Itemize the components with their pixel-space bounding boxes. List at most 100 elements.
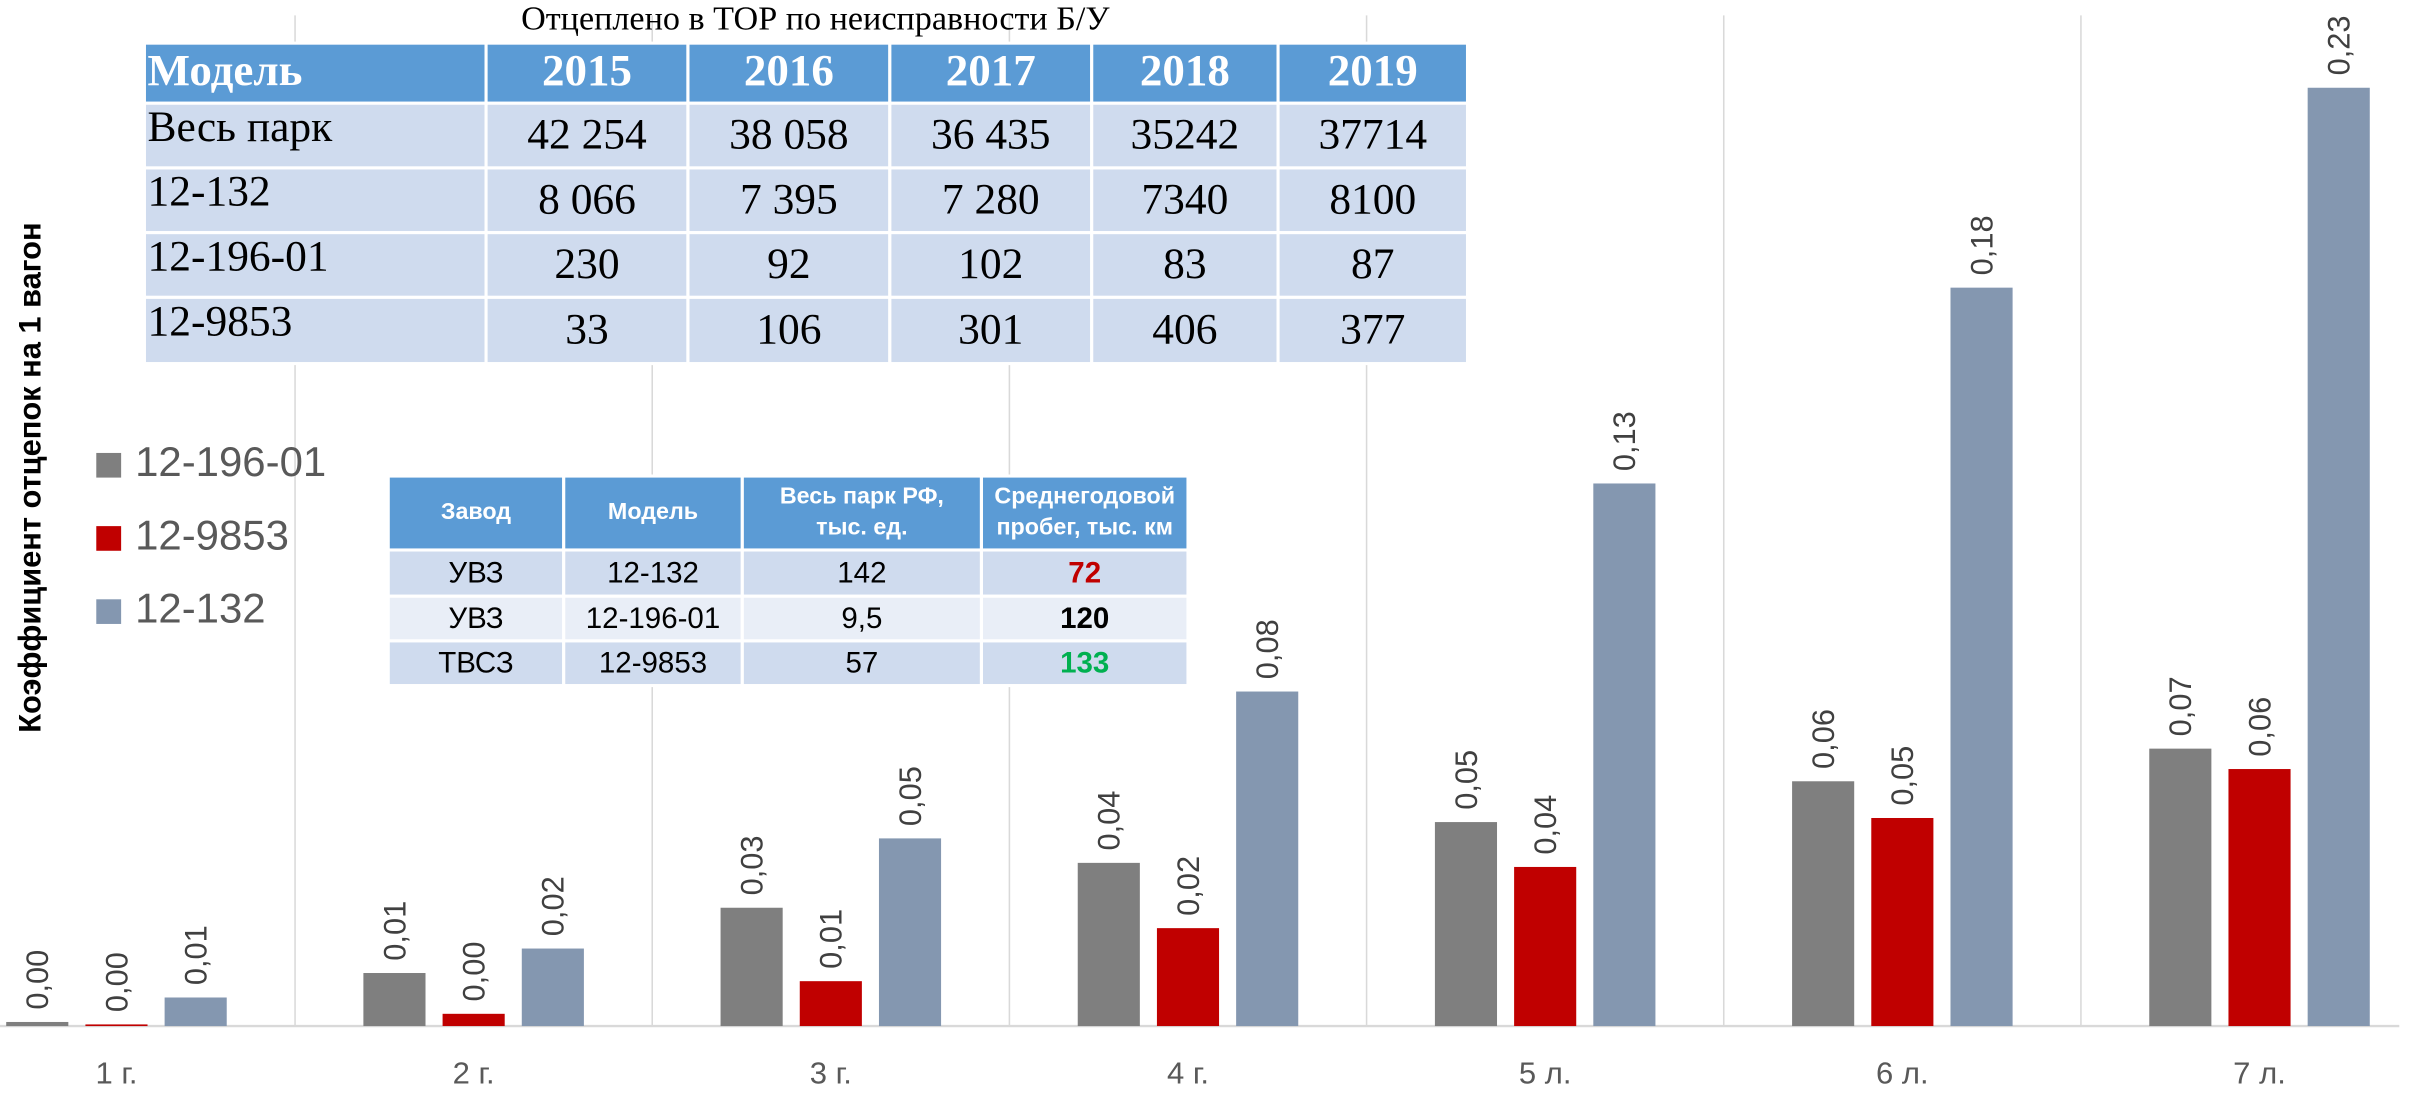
table-cell: [562, 474, 744, 552]
table-text: 120: [1060, 602, 1109, 635]
table-text: 83: [1163, 240, 1206, 288]
value-label: 0,02: [1171, 856, 1206, 916]
table-header: пробег, тыс. км: [996, 514, 1172, 540]
bar: [2149, 748, 2212, 1027]
legend-swatch: [96, 526, 122, 551]
table-text: 301: [958, 306, 1023, 354]
table-text: 87: [1351, 240, 1394, 288]
value-label: 0,18: [1964, 215, 1999, 275]
table-cell: [740, 474, 984, 552]
table-header: 2016: [744, 45, 834, 95]
table-header: Модель: [608, 498, 698, 524]
table-text: 42 254: [527, 111, 647, 159]
table-cell: [142, 231, 488, 299]
table-text: ТВСЗ: [438, 647, 513, 680]
table-cell: [888, 166, 1094, 235]
x-tick-label: 6 л.: [1876, 1056, 1929, 1091]
table-header: 2015: [542, 45, 632, 95]
table-cell: [1276, 41, 1470, 105]
table-text: 12-9853: [599, 647, 707, 680]
x-tick-label: 2 г.: [453, 1056, 495, 1091]
value-label: 0,02: [536, 876, 571, 936]
x-tick-label: 3 г.: [810, 1056, 852, 1091]
bar: [1792, 781, 1855, 1027]
bar: [2307, 87, 2370, 1027]
table-header: Весь парк РФ,: [780, 483, 944, 509]
table-header: тыс. ед.: [816, 514, 907, 540]
table-text: 106: [756, 306, 821, 354]
table-title: Отцеплено в ТОР по неисправности Б/У: [521, 0, 1110, 37]
bar: [2228, 769, 2291, 1027]
table-text: 12-132: [148, 168, 271, 216]
value-label: 0,04: [1528, 795, 1563, 855]
bar: [878, 838, 942, 1027]
table-text: 38 058: [729, 111, 849, 159]
bar: [1077, 862, 1140, 1027]
table-header: 2018: [1140, 45, 1230, 95]
table-text: 9,5: [841, 602, 882, 635]
table-header: 2019: [1328, 45, 1418, 95]
bar: [1593, 483, 1656, 1027]
table-header: Модель: [148, 45, 303, 95]
table-cell: [484, 41, 690, 105]
table-text: 230: [554, 240, 619, 288]
bar: [799, 981, 862, 1027]
value-label: 0,05: [893, 766, 928, 826]
value-label: 0,08: [1250, 619, 1285, 679]
table-text: 7 395: [740, 175, 838, 223]
bar: [1434, 822, 1498, 1027]
table-text: УВЗ: [448, 602, 503, 635]
x-tick-label: 1 г.: [95, 1056, 137, 1091]
bar: [1236, 691, 1299, 1027]
bar: [1950, 287, 2013, 1027]
table-text: 33: [565, 306, 608, 354]
bar: [442, 1013, 505, 1027]
value-label: 0,23: [2321, 15, 2356, 75]
bar: [85, 1024, 148, 1027]
bar: [164, 997, 227, 1027]
bar: [363, 973, 426, 1027]
table-header: Завод: [441, 498, 512, 524]
bar: [521, 948, 584, 1027]
x-tick-label: 4 г.: [1167, 1056, 1209, 1091]
table-cell: [142, 295, 488, 366]
table-text: 37714: [1318, 111, 1427, 159]
table-cell: [740, 639, 984, 688]
table-cell: [979, 639, 1190, 688]
table-cell: [979, 548, 1190, 598]
bar: [6, 1021, 69, 1027]
table-cell: [1090, 295, 1280, 366]
table-text: 12-196-01: [148, 232, 329, 280]
legend-label: 12-196-01: [135, 438, 326, 485]
value-label: 0,01: [814, 909, 849, 969]
x-tick-label: 7 л.: [2233, 1056, 2286, 1091]
table-header: 2017: [946, 45, 1036, 95]
bar: [1156, 928, 1220, 1027]
bar: [1871, 817, 1934, 1027]
table-cell: [1090, 231, 1280, 299]
value-label: 0,01: [377, 901, 412, 961]
bar: [720, 907, 783, 1027]
value-label: 0,05: [1449, 750, 1484, 810]
table-cell: [1090, 166, 1280, 235]
value-label: 0,03: [734, 835, 769, 895]
table-text: 377: [1340, 306, 1405, 354]
table-text: 133: [1060, 647, 1109, 680]
value-label: 0,00: [20, 950, 55, 1010]
value-label: 0,06: [2242, 697, 2277, 757]
table-text: Весь парк: [148, 103, 334, 151]
table-text: 12-132: [607, 556, 699, 589]
table-text: 12-9853: [148, 298, 293, 346]
legend-label: 12-9853: [135, 512, 289, 559]
table-cell: [979, 594, 1190, 643]
table-cell: [484, 166, 690, 235]
table-cell: [979, 474, 1190, 552]
table-text: 406: [1152, 306, 1217, 354]
value-label: 0,01: [178, 925, 213, 985]
table-text: 8100: [1329, 175, 1416, 223]
table-text: 7 280: [942, 175, 1040, 223]
table-text: 72: [1068, 556, 1101, 589]
table-text: 57: [845, 647, 878, 680]
table-cell: [1090, 41, 1280, 105]
bar: [1514, 866, 1577, 1027]
